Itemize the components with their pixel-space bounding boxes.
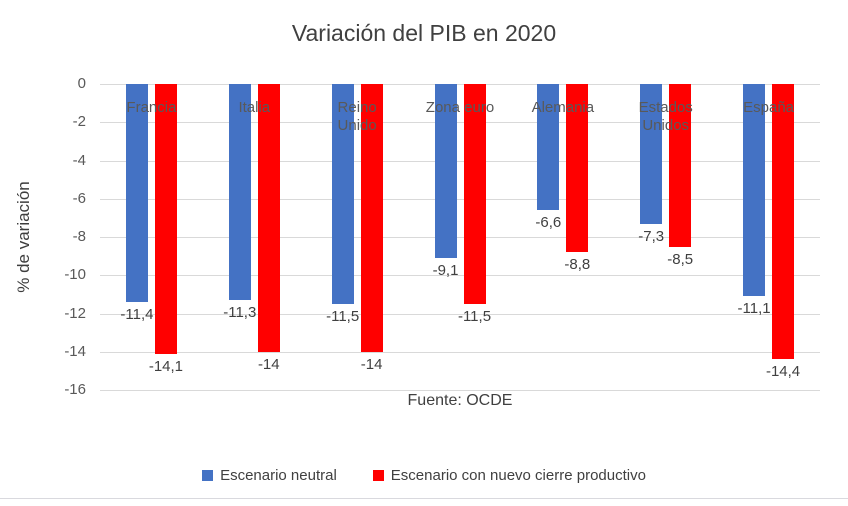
data-label: -14,1 xyxy=(148,357,184,375)
chart-title: Variación del PIB en 2020 xyxy=(291,20,557,46)
bar-escenario-cierre xyxy=(669,84,692,247)
gridline xyxy=(100,84,820,85)
y-tick-label: -2 xyxy=(72,113,86,131)
category-label: Zona euro xyxy=(425,99,495,116)
data-label: -14 xyxy=(257,355,280,373)
y-tick-label: -10 xyxy=(64,266,86,284)
bar-escenario-neutral xyxy=(434,84,457,259)
data-label: -11,1 xyxy=(737,300,771,318)
bar-escenario-cierre xyxy=(257,84,280,352)
bar-escenario-neutral xyxy=(640,84,663,224)
y-tick-label: -14 xyxy=(64,342,86,360)
bar-escenario-cierre xyxy=(566,84,589,253)
category-label: Italia xyxy=(238,99,271,116)
data-label: -14,4 xyxy=(765,363,801,381)
bar-escenario-neutral xyxy=(331,84,354,304)
data-label: -11,5 xyxy=(457,307,492,325)
gridline xyxy=(100,351,820,353)
gridline xyxy=(100,160,820,162)
data-label: -11,4 xyxy=(120,306,154,324)
legend-label-cierre: Escenario con nuevo cierre productivo xyxy=(390,467,646,484)
y-tick-label: -8 xyxy=(72,228,86,245)
gridline xyxy=(100,275,820,277)
bar-escenario-cierre xyxy=(772,84,795,360)
legend-item-neutral: Escenario neutral xyxy=(202,467,337,484)
legend-item-cierre: Escenario con nuevo cierre productivo xyxy=(372,467,646,484)
gridline xyxy=(100,313,820,315)
data-label: -7,3 xyxy=(638,227,665,245)
gridline xyxy=(100,198,820,200)
data-label: -11,5 xyxy=(326,307,360,325)
y-axis-ticks: 0 -2 -4 -6 -8 -10 -12 -14 -16 xyxy=(0,76,86,398)
y-tick-label: -4 xyxy=(72,151,86,169)
gridline xyxy=(100,122,820,124)
category-label: Reino Unido xyxy=(337,99,377,134)
gridline xyxy=(100,237,820,238)
y-tick-label: 0 xyxy=(77,75,86,92)
y-tick-label: -16 xyxy=(64,381,86,398)
y-tick-label: -12 xyxy=(64,304,86,322)
x-axis-title: Fuente: OCDE xyxy=(407,392,513,409)
data-label: -8,8 xyxy=(564,256,591,274)
legend: Escenario neutral Escenario con nuevo ci… xyxy=(0,467,848,484)
bar-escenario-cierre xyxy=(360,84,383,352)
bar-escenario-cierre xyxy=(154,84,177,354)
bar-escenario-neutral xyxy=(228,84,251,301)
legend-swatch-neutral xyxy=(202,470,214,481)
data-label: -6,6 xyxy=(535,214,562,232)
bar-escenario-neutral xyxy=(743,84,766,297)
data-label: -8,5 xyxy=(667,250,694,268)
bar-escenario-neutral xyxy=(537,84,560,211)
category-label: Francia xyxy=(126,99,177,116)
bar-escenario-cierre xyxy=(463,84,486,304)
data-label: -9,1 xyxy=(432,262,459,280)
legend-label-neutral: Escenario neutral xyxy=(220,467,337,484)
bottom-divider xyxy=(0,498,848,499)
category-label: Alemania xyxy=(531,99,595,116)
data-label: -14 xyxy=(360,355,383,373)
gridline xyxy=(100,390,820,391)
category-label: Estados Unidos xyxy=(638,99,693,134)
legend-swatch-cierre xyxy=(372,470,384,481)
plot-area: Francia -11,4 -14,1 Italia -11,3 -14 Reino Uni… xyxy=(100,84,820,391)
category-label: España xyxy=(743,99,794,116)
y-tick-label: -6 xyxy=(72,189,86,207)
data-label: -11,3 xyxy=(223,304,257,322)
bar-escenario-neutral xyxy=(125,84,148,303)
